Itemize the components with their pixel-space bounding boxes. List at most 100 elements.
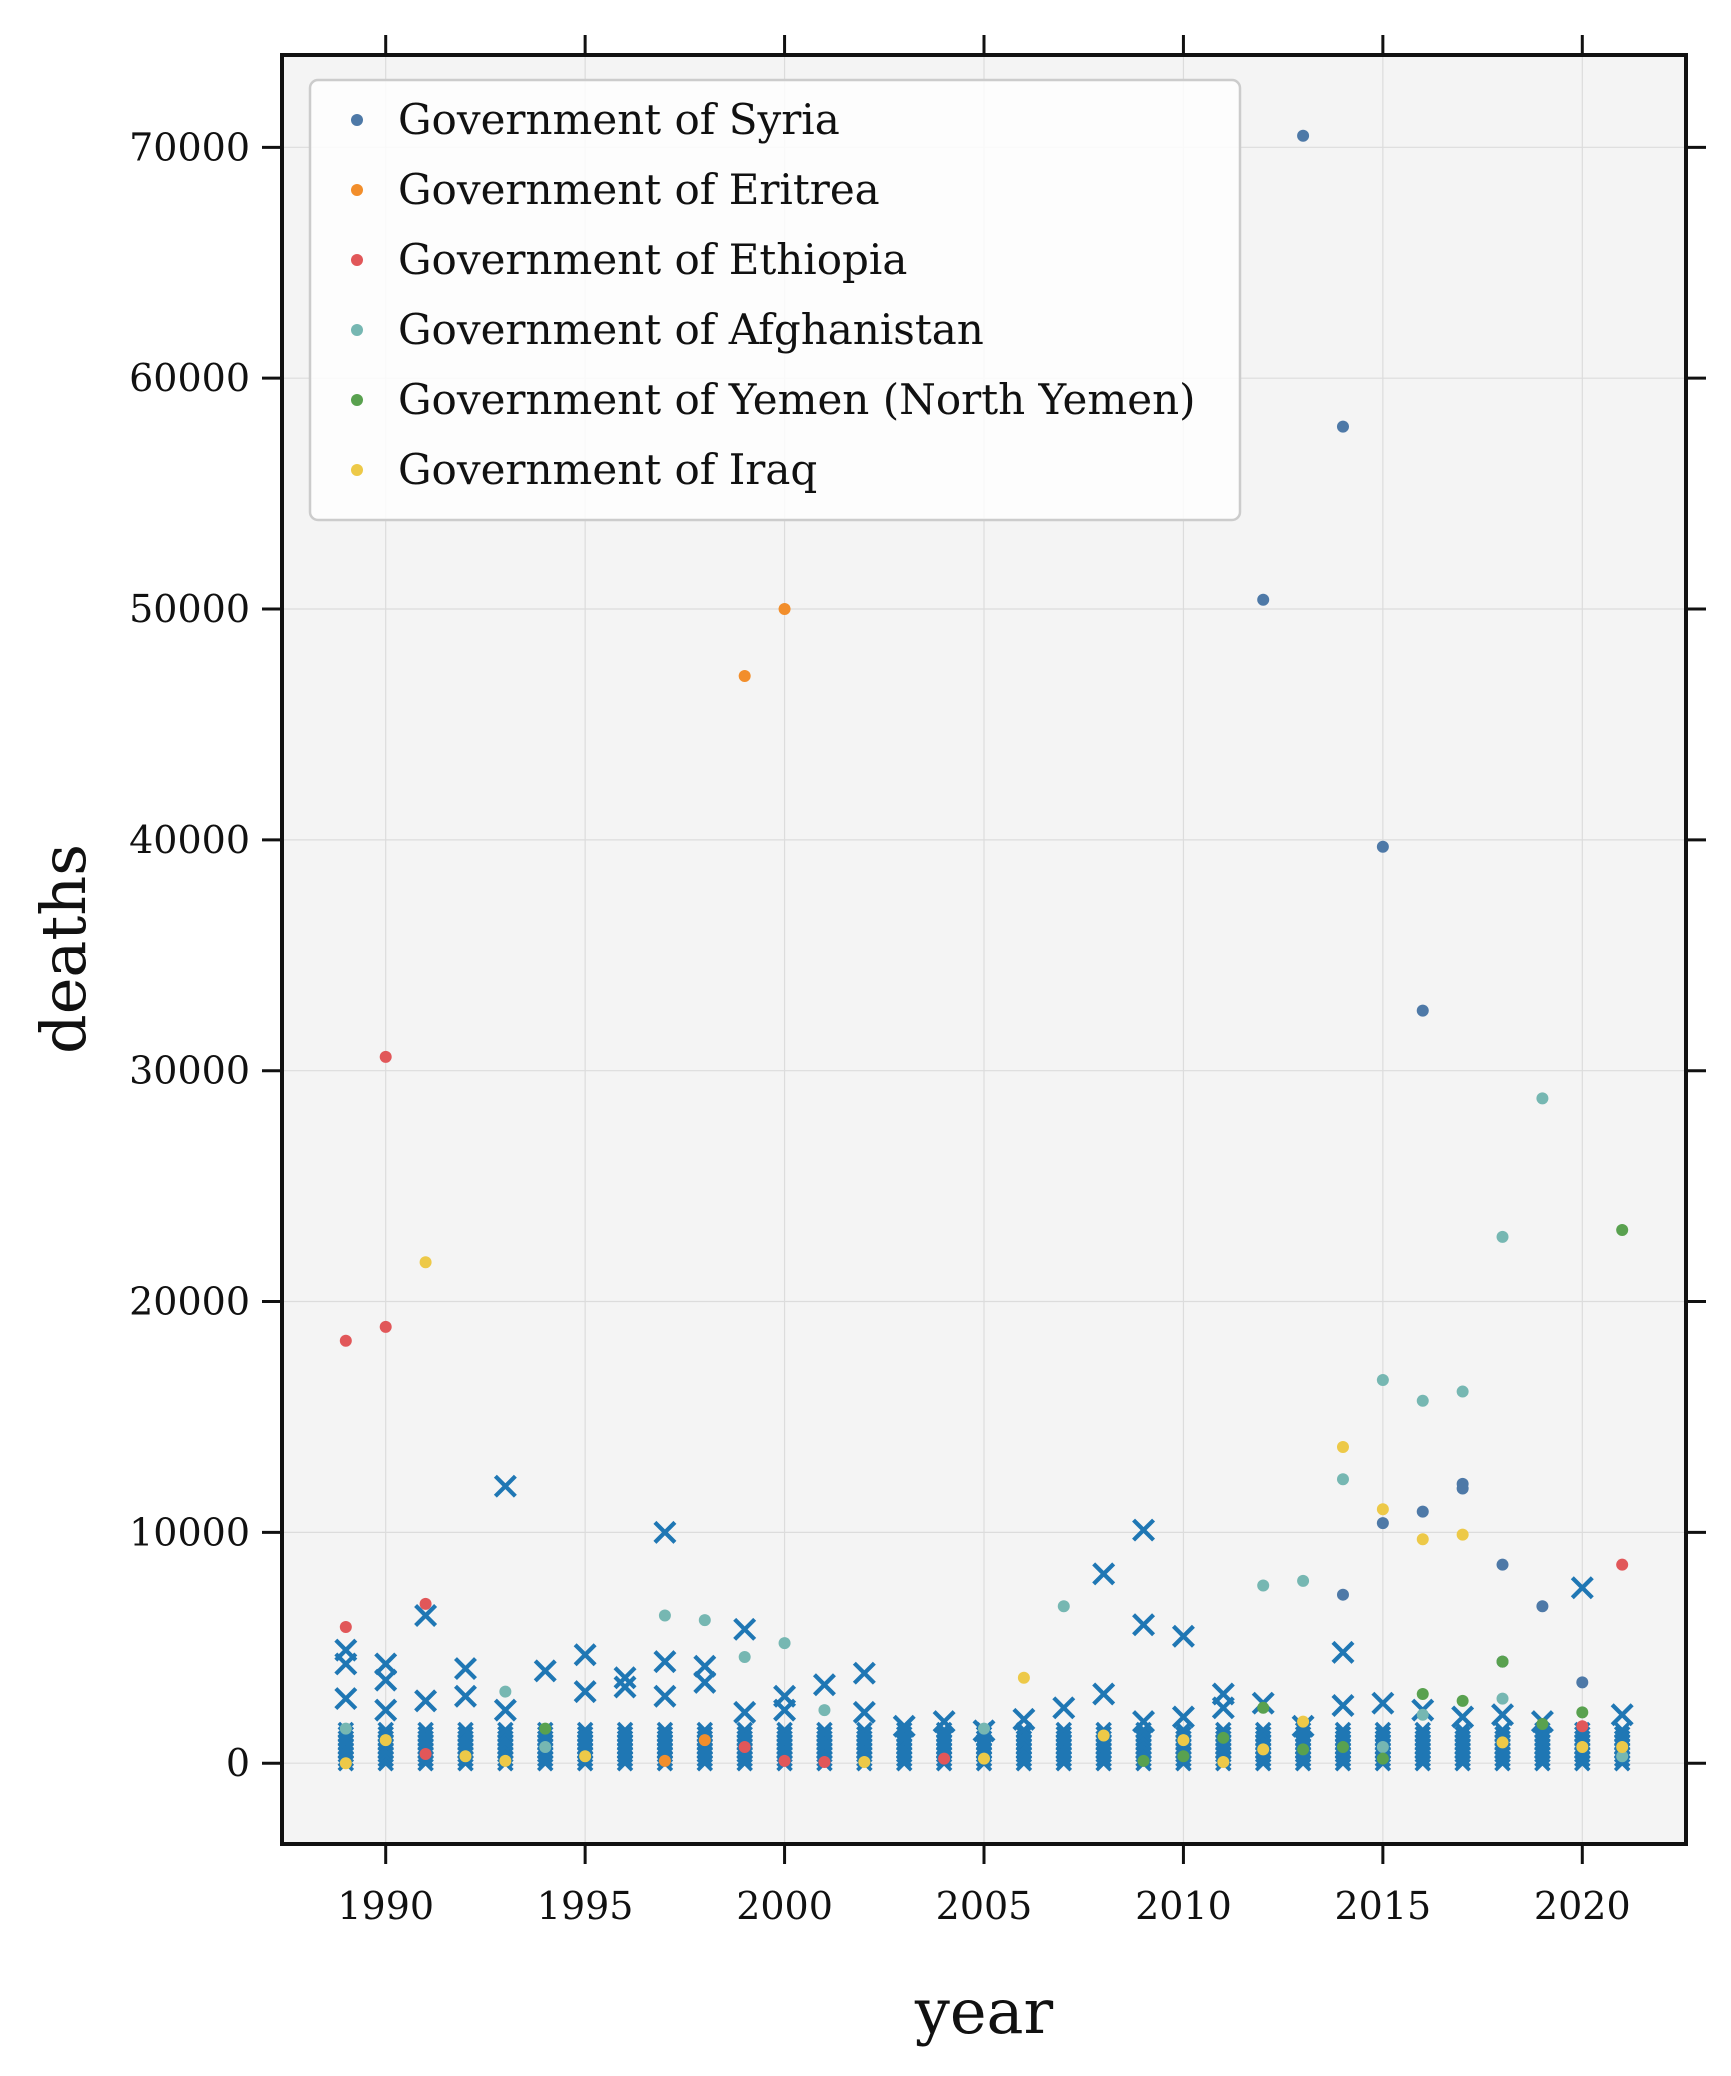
data-point xyxy=(778,1637,791,1650)
data-point xyxy=(738,1651,751,1664)
y-tick-label: 40000 xyxy=(129,818,250,862)
legend-label: Government of Ethiopia xyxy=(398,235,907,284)
data-point xyxy=(658,1754,671,1767)
data-point xyxy=(1297,1743,1310,1756)
background-x-marker xyxy=(1055,1725,1073,1743)
axis-ticks: 1990 1995 2000 2005 2010 2015 2020 0 10000 20000 3… xyxy=(129,35,1706,1928)
background-x-marker xyxy=(1613,1725,1631,1743)
background-x-marker xyxy=(576,1721,594,1739)
y-tick-label: 60000 xyxy=(129,356,250,400)
data-point xyxy=(1257,593,1270,606)
data-point-x-marker xyxy=(653,1650,677,1674)
data-point xyxy=(738,669,751,682)
data-point-x-marker xyxy=(1171,1624,1195,1648)
data-point-x-marker xyxy=(852,1700,876,1724)
data-point-x-marker xyxy=(1092,1682,1116,1706)
data-point-x-marker xyxy=(1132,1613,1156,1637)
data-point xyxy=(1456,1482,1469,1495)
background-x-marker xyxy=(417,1721,434,1739)
background-x-marker xyxy=(776,1721,793,1739)
background-x-marker xyxy=(1414,1725,1432,1743)
data-point xyxy=(1297,1715,1310,1728)
background-x-marker xyxy=(1374,1721,1392,1739)
data-point xyxy=(1376,840,1389,853)
data-point xyxy=(379,1320,392,1333)
legend-label: Government of Eritrea xyxy=(398,165,880,214)
data-point xyxy=(1576,1720,1589,1733)
data-point xyxy=(698,1614,711,1627)
data-point xyxy=(419,1256,432,1269)
data-point xyxy=(539,1741,552,1754)
legend-marker xyxy=(351,114,363,126)
data-point-x-marker xyxy=(334,1687,358,1711)
data-point xyxy=(978,1752,990,1765)
y-tick-label: 70000 xyxy=(129,125,250,169)
legend: Government of Syria Government of Eritrea… xyxy=(308,78,1242,522)
data-point-x-marker xyxy=(1012,1707,1036,1731)
x-tick-label: 2010 xyxy=(1135,1884,1232,1928)
background-x-marker xyxy=(856,1721,873,1739)
data-point xyxy=(1257,1701,1270,1714)
background-x-marker xyxy=(1055,1721,1073,1739)
data-point xyxy=(1376,1503,1389,1516)
data-point xyxy=(658,1609,671,1622)
data-point xyxy=(1137,1754,1150,1767)
background-x-marker xyxy=(656,1721,674,1739)
data-point xyxy=(1496,1230,1509,1243)
data-point-x-marker xyxy=(773,1698,797,1722)
data-point-x-marker xyxy=(1371,1691,1395,1715)
background-x-marker xyxy=(776,1725,793,1743)
data-point xyxy=(1496,1692,1509,1705)
data-point xyxy=(1536,1600,1549,1613)
legend-box xyxy=(308,78,1242,522)
data-point xyxy=(1496,1558,1509,1571)
background-x-marker xyxy=(497,1725,514,1743)
data-point xyxy=(1336,1741,1349,1754)
data-point xyxy=(419,1597,432,1610)
data-point xyxy=(1496,1736,1509,1749)
background-x-marker xyxy=(616,1725,634,1743)
data-point xyxy=(499,1754,512,1767)
data-point xyxy=(1376,1374,1389,1387)
background-x-marker xyxy=(457,1725,474,1743)
data-point-x-marker xyxy=(653,1520,677,1544)
data-point xyxy=(339,1621,352,1634)
y-tick-label: 10000 xyxy=(129,1510,250,1554)
data-point xyxy=(1416,1533,1429,1546)
data-point xyxy=(1257,1743,1270,1756)
data-point-x-marker xyxy=(733,1700,757,1724)
data-point xyxy=(1416,1505,1429,1518)
data-point xyxy=(1336,420,1349,433)
background-x-marker xyxy=(1374,1725,1392,1743)
legend-label: Government of Syria xyxy=(398,95,840,144)
data-point xyxy=(579,1750,592,1763)
data-point xyxy=(1376,1741,1389,1754)
data-point xyxy=(1576,1706,1589,1719)
data-point-x-marker xyxy=(693,1670,717,1694)
y-tick-label: 0 xyxy=(226,1741,250,1785)
data-point xyxy=(1416,1687,1429,1700)
data-point-x-marker xyxy=(493,1474,517,1498)
data-point xyxy=(978,1722,990,1735)
data-point-x-marker xyxy=(1570,1576,1594,1600)
data-point xyxy=(379,1050,392,1063)
data-point xyxy=(1017,1671,1030,1684)
background-x-marker xyxy=(576,1725,594,1743)
background-x-marker xyxy=(377,1721,394,1739)
y-tick-label: 50000 xyxy=(129,587,250,631)
data-point xyxy=(1217,1731,1230,1744)
data-point xyxy=(419,1747,432,1760)
data-point xyxy=(738,1741,751,1754)
legend-marker xyxy=(351,324,363,336)
data-point xyxy=(379,1734,392,1747)
data-point xyxy=(1576,1741,1589,1754)
x-tick-label: 2005 xyxy=(936,1884,1033,1928)
data-point-x-marker xyxy=(573,1680,597,1704)
data-point xyxy=(1297,129,1310,142)
legend-marker xyxy=(351,464,363,476)
legend-marker xyxy=(351,184,363,196)
background-x-marker xyxy=(1613,1721,1631,1739)
data-point xyxy=(1177,1750,1190,1763)
data-point xyxy=(1456,1385,1469,1398)
